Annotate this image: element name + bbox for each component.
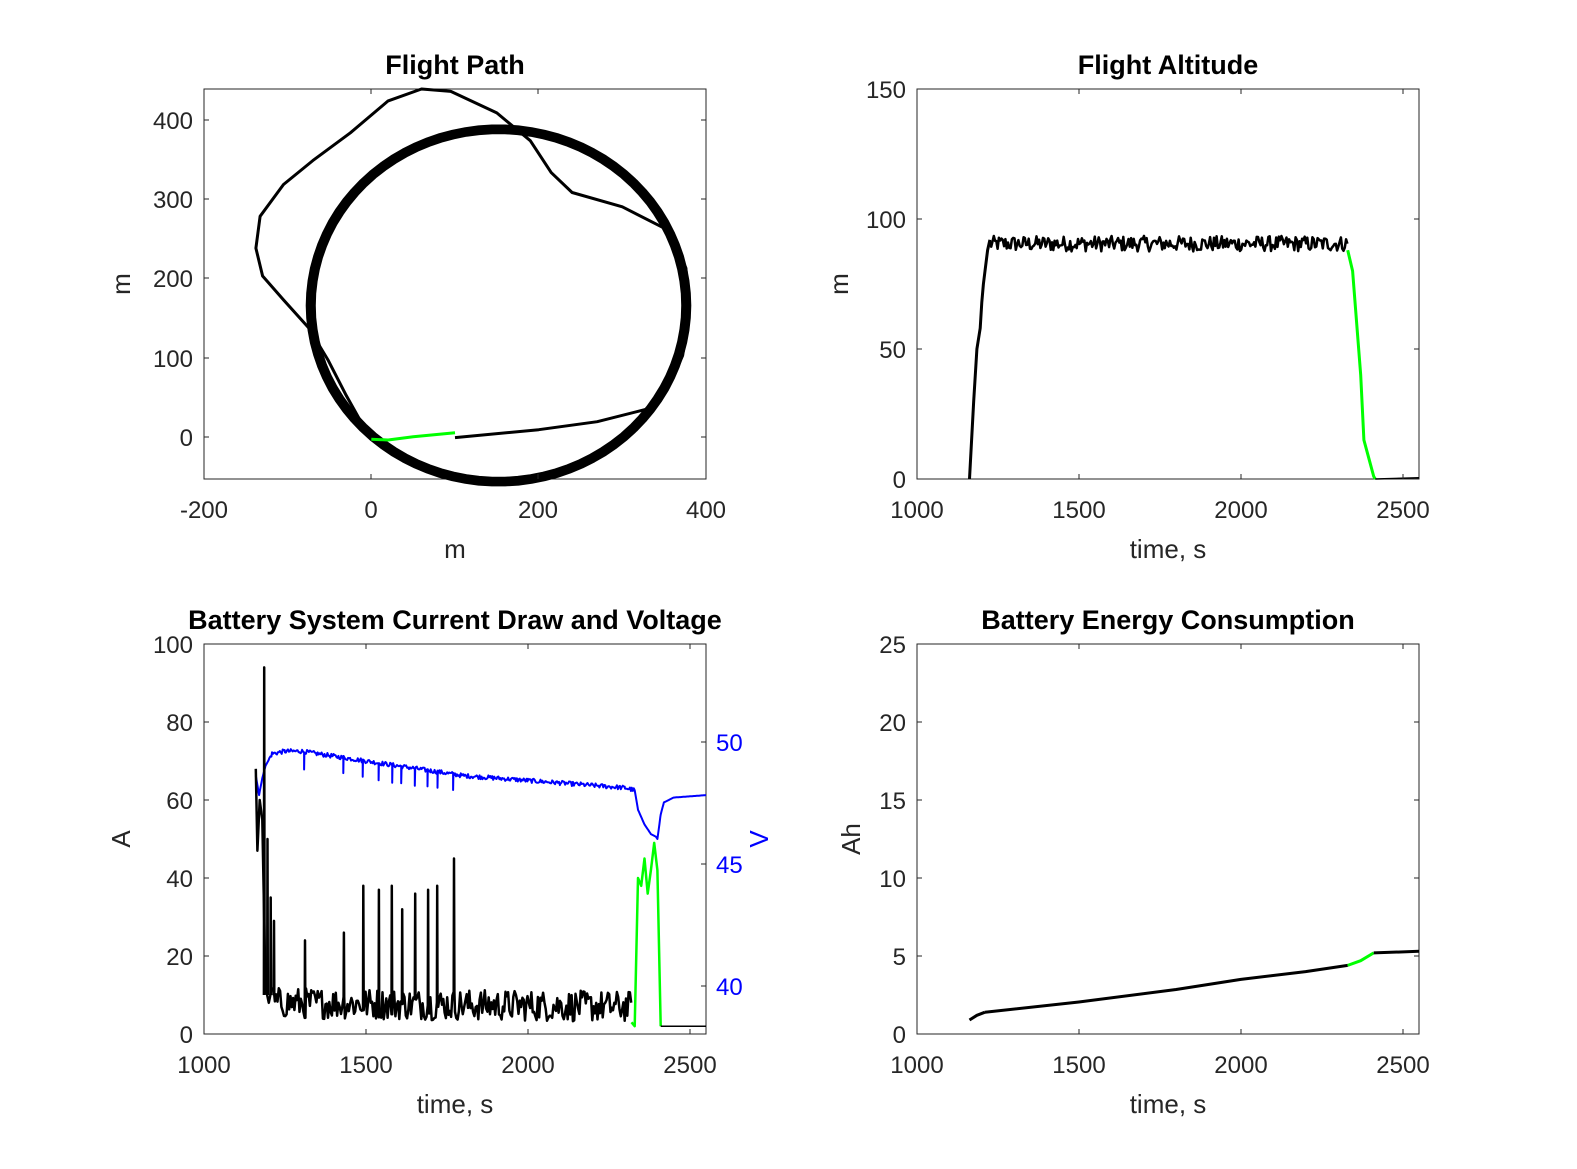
plot-curves <box>254 87 692 487</box>
x-tick-label: 2500 <box>663 1052 716 1079</box>
energy-climb-line <box>968 1010 986 1022</box>
altitude-descent-line <box>1346 249 1377 480</box>
chart-title: Battery System Current Draw and Voltage <box>188 605 722 635</box>
x-tick-label: 1500 <box>1052 497 1105 524</box>
y-tick-label: 50 <box>879 337 906 364</box>
y-tick-label: 0 <box>893 1022 906 1049</box>
energy-ground-line <box>1373 949 1420 955</box>
x-tick-label: -200 <box>180 497 228 524</box>
y-tick-label: 0 <box>180 1022 193 1049</box>
x-tick-label: 200 <box>518 497 558 524</box>
y-tick-label: 5 <box>893 944 906 971</box>
plot-curves <box>254 666 707 1028</box>
altitude-ground-line <box>1375 476 1420 480</box>
panel-battery-current-voltage: Battery System Current Draw and Voltage … <box>106 605 774 1119</box>
x-axis-label: time, s <box>1130 534 1207 564</box>
y-axis-label: Ah <box>836 823 866 855</box>
panel-flight-altitude: Flight Altitude 1000 1500 2000 2500 0 50… <box>824 50 1430 564</box>
altitude-cruise-line <box>988 234 1349 253</box>
x-tick-label: 1000 <box>177 1052 230 1079</box>
energy-descent-line <box>1347 951 1375 967</box>
y-tick-label: 300 <box>153 187 193 214</box>
y-axis-label: m <box>106 273 136 295</box>
energy-cruise-line <box>984 963 1348 1014</box>
voltage-line <box>254 748 707 840</box>
y-tick-label: 200 <box>153 266 193 293</box>
axes-box <box>916 88 1420 480</box>
y-tick-label: 20 <box>166 944 193 971</box>
tick-marks <box>203 643 706 1035</box>
current-cruise-line <box>272 857 633 1023</box>
chart-title: Battery Energy Consumption <box>981 605 1355 635</box>
y-tick-label: 100 <box>153 346 193 373</box>
chart-title: Flight Altitude <box>1078 50 1258 80</box>
y-tick-label: 40 <box>166 866 193 893</box>
current-spike-line <box>265 837 270 996</box>
y-tick-label: 25 <box>879 632 906 659</box>
tick-marks <box>916 643 1419 1035</box>
x-tick-label: 1000 <box>890 497 943 524</box>
panel-battery-energy: Battery Energy Consumption 1000 1500 200… <box>836 605 1430 1119</box>
x-tick-label: 2500 <box>1376 497 1429 524</box>
x-tick-label: 1500 <box>339 1052 392 1079</box>
y-axis-label: m <box>824 273 854 295</box>
y-tick-label: 20 <box>879 710 906 737</box>
y2-tick-label: 50 <box>716 730 743 757</box>
x-tick-label: 1500 <box>1052 1052 1105 1079</box>
y-tick-label: 60 <box>166 788 193 815</box>
panel-flight-path: Flight Path -200 0 200 400 0 100 200 300… <box>106 50 726 564</box>
x-axis-label: time, s <box>417 1089 494 1119</box>
y-tick-label: 15 <box>879 788 906 815</box>
y2-axis-label: V <box>744 830 774 848</box>
y-tick-label: 150 <box>866 77 906 104</box>
altitude-climb-line <box>968 239 992 480</box>
flight-path-takeoff-line <box>371 431 456 442</box>
plot-curves <box>968 949 1420 1022</box>
tick-marks <box>203 89 707 479</box>
y-tick-label: 100 <box>866 207 906 234</box>
y-tick-label: 80 <box>166 710 193 737</box>
x-tick-label: 2000 <box>501 1052 554 1079</box>
y-tick-label: 100 <box>153 632 193 659</box>
current-start-line <box>254 768 274 1005</box>
y-tick-label: 10 <box>879 866 906 893</box>
x-tick-label: 1000 <box>890 1052 943 1079</box>
current-descent-line <box>630 841 662 1028</box>
axes-box <box>916 643 1420 1035</box>
tick-marks <box>916 88 1419 480</box>
y-tick-label: 0 <box>180 425 193 452</box>
x-tick-label: 400 <box>686 497 726 524</box>
y-tick-label: 400 <box>153 108 193 135</box>
y-axis-label: A <box>106 830 136 848</box>
x-tick-label: 0 <box>364 497 377 524</box>
y-tick-label: 0 <box>893 467 906 494</box>
y2-tick-label: 45 <box>716 852 743 879</box>
flight-path-loop-line <box>305 124 692 487</box>
x-tick-label: 2500 <box>1376 1052 1429 1079</box>
y2-tick-label: 40 <box>716 974 743 1001</box>
x-axis-label: time, s <box>1130 1089 1207 1119</box>
axes-box <box>203 88 707 480</box>
x-axis-label: m <box>444 534 466 564</box>
chart-title: Flight Path <box>385 50 524 80</box>
current-spike-line <box>262 666 266 996</box>
current-spike-line <box>269 896 273 996</box>
x-tick-label: 2000 <box>1214 1052 1267 1079</box>
plot-curves <box>968 234 1420 480</box>
x-tick-label: 2000 <box>1214 497 1267 524</box>
